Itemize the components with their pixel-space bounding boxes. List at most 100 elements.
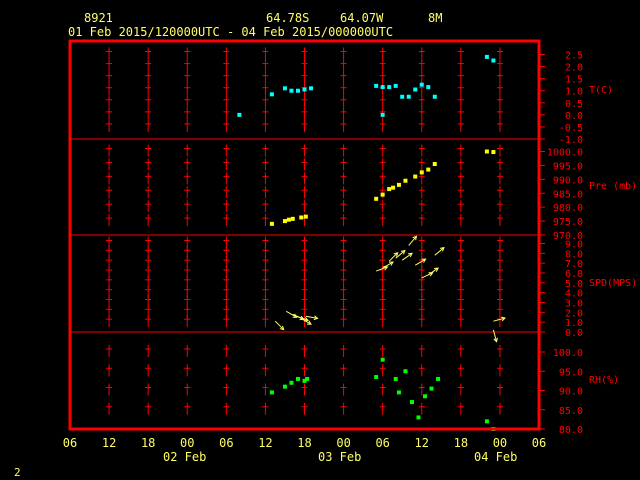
pressure-point [374, 196, 379, 201]
y-tick-label: 100.0 [553, 348, 583, 359]
plot-axes: 2.52.01.51.00.50.0-0.5-1.01000.0995.0990… [63, 51, 583, 451]
temperature-point [393, 83, 398, 88]
wind-vector [401, 252, 413, 261]
temperature-point [484, 54, 489, 59]
x-tick-label: 00 [493, 436, 507, 450]
y-tick-label: 2.0 [565, 63, 583, 74]
wind-vector-head [439, 246, 445, 252]
temperature-point [419, 82, 424, 87]
x-tick-label: 12 [102, 436, 116, 450]
x-tick-label: 06 [219, 436, 233, 450]
wind-vector [408, 235, 417, 246]
time-range: 01 Feb 2015/120000UTC - 04 Feb 2015/0000… [68, 25, 393, 39]
humidity-point [423, 394, 428, 399]
temperature-point [269, 92, 274, 97]
humidity-point [282, 384, 287, 389]
pressure-point [269, 221, 274, 226]
humidity-point [302, 378, 307, 383]
wind-vector-head [500, 316, 507, 322]
y-tick-label: 990.0 [553, 175, 583, 186]
wind-vector [305, 315, 318, 319]
humidity-point [393, 376, 398, 381]
x-tick-label: 18 [297, 436, 311, 450]
x-tick-label: 06 [375, 436, 389, 450]
temperature-point [426, 85, 431, 90]
station-id: 8921 [84, 11, 113, 25]
y-tick-label: -1.0 [559, 135, 583, 146]
y-tick-label: 0.0 [565, 111, 583, 122]
y-tick-label: 5.0 [565, 279, 583, 290]
wind-vector-head [408, 252, 413, 258]
pressure-point [282, 219, 287, 224]
wind-vector-head [434, 267, 439, 272]
humidity-point [289, 380, 294, 385]
pressure-point [380, 192, 385, 197]
wind-vector-head [389, 261, 394, 266]
wind-vector-head [299, 315, 305, 321]
y-tick-label: 1000.0 [547, 148, 583, 159]
humidity-point [403, 369, 408, 374]
y-tick-label: 0.0 [565, 328, 583, 339]
y-tick-label: 2.0 [565, 308, 583, 319]
temperature-point [237, 112, 242, 117]
temperature-point [406, 94, 411, 99]
latitude: 64.78S [266, 11, 309, 25]
temperature-axis-label: T(C) [589, 85, 613, 96]
y-tick-label: 1.0 [565, 318, 583, 329]
longitude: 64.07W [340, 11, 384, 25]
wind-vector [375, 266, 388, 272]
wind-vector [382, 261, 394, 269]
wind-vector-head [393, 251, 399, 257]
pressure-point [403, 178, 408, 183]
wind-vector-head [428, 272, 434, 277]
humidity-point [429, 386, 434, 391]
plot-grid [70, 47, 539, 415]
pressure-point [491, 150, 496, 155]
x-tick-label: 00 [180, 436, 194, 450]
humidity-point [436, 376, 441, 381]
wind-vector-head [313, 315, 319, 321]
wind-vector [274, 320, 285, 331]
humidity-point [269, 390, 274, 395]
temperature-point [302, 87, 307, 92]
wind-vector-head [279, 325, 285, 331]
temperature-point [380, 85, 385, 90]
date-label-02-feb: 02 Feb [163, 450, 206, 464]
temperature-point [387, 85, 392, 90]
wind-axis-label: SPD(MPS) [589, 278, 637, 289]
elevation: 8M [428, 11, 442, 25]
x-tick-label: 12 [258, 436, 272, 450]
pressure-point [387, 187, 392, 192]
pressure-point [286, 217, 291, 222]
y-tick-label: 9.0 [565, 240, 583, 251]
date-label-03-feb: 03 Feb [318, 450, 361, 464]
wind-vector [414, 258, 426, 266]
x-tick-label: 18 [141, 436, 155, 450]
humidity-point [416, 415, 421, 420]
pressure-point [432, 162, 437, 167]
humidity-point [484, 419, 489, 424]
humidity-point [380, 357, 385, 362]
x-tick-label: 12 [415, 436, 429, 450]
temperature-point [282, 86, 287, 91]
plot-series [237, 54, 507, 431]
humidity-point [374, 375, 379, 380]
y-tick-label: 2.5 [565, 51, 583, 62]
y-tick-label: 0.5 [565, 99, 583, 110]
temperature-point [295, 88, 300, 93]
y-tick-label: 90.0 [559, 387, 583, 398]
temperature-point [491, 58, 496, 63]
pressure-point [396, 182, 401, 187]
y-tick-label: 80.0 [559, 425, 583, 436]
wind-vector [493, 317, 506, 322]
pressure-point [419, 170, 424, 175]
wind-vector [296, 315, 309, 321]
temperature-point [413, 87, 418, 92]
page-number: 2 [14, 466, 21, 479]
y-tick-label: 995.0 [553, 161, 583, 172]
y-tick-label: 980.0 [553, 203, 583, 214]
humidity-axis-label: RH(%) [589, 375, 619, 386]
wind-vector-head [306, 320, 312, 325]
y-tick-label: 7.0 [565, 259, 583, 270]
